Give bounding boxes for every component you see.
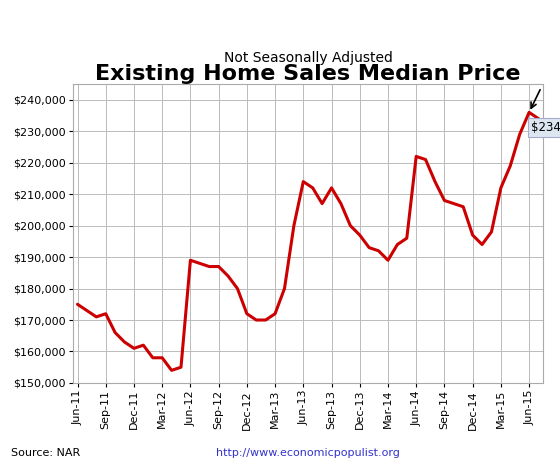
Text: Source: NAR: Source: NAR — [11, 448, 81, 458]
Text: http://www.economicpopulist.org: http://www.economicpopulist.org — [216, 448, 400, 458]
Text: $234,000: $234,000 — [531, 121, 560, 134]
Text: Not Seasonally Adjusted: Not Seasonally Adjusted — [223, 51, 393, 65]
Title: Existing Home Sales Median Price: Existing Home Sales Median Price — [95, 64, 521, 84]
